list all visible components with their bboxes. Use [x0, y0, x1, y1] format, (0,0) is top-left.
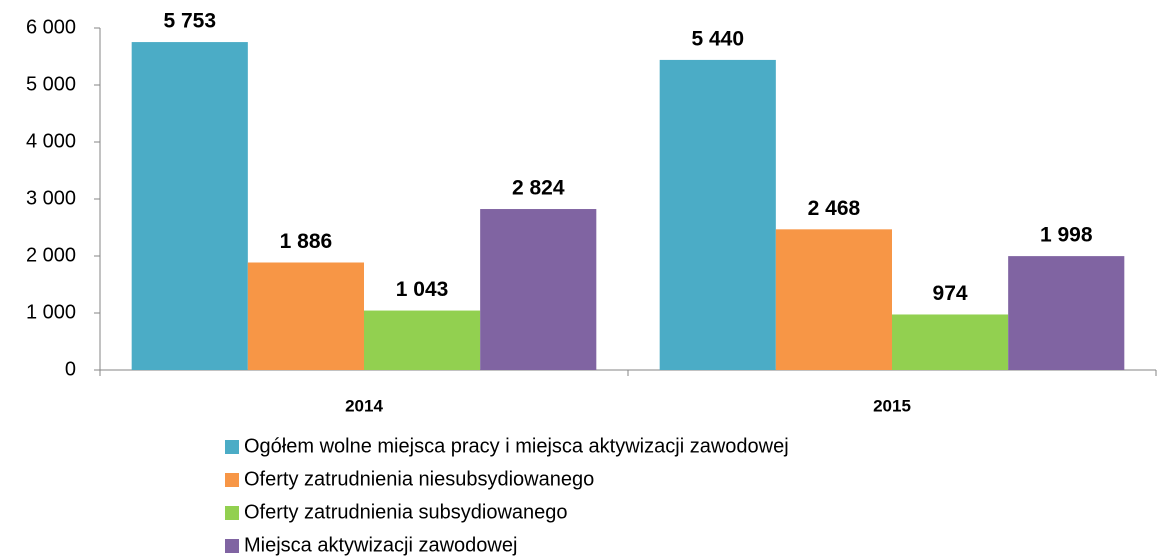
bar: [364, 310, 481, 370]
y-tick-label: 1 000: [26, 301, 76, 323]
legend-swatch: [225, 506, 239, 520]
value-label: 974: [933, 282, 968, 305]
y-tick-label: 5 000: [26, 73, 76, 95]
value-label: 5 440: [691, 27, 744, 50]
value-label: 1 998: [1040, 224, 1093, 247]
value-label: 5 753: [163, 10, 216, 33]
legend-swatch: [225, 539, 239, 553]
legend-swatch: [225, 440, 239, 454]
y-tick-label: 4 000: [26, 130, 76, 152]
value-label: 2 824: [512, 177, 565, 200]
y-tick-label: 6 000: [26, 16, 76, 38]
legend-label: Oferty zatrudnienia subsydiowanego: [244, 501, 568, 523]
legend-swatch: [225, 473, 239, 487]
y-tick-label: 0: [65, 358, 76, 380]
value-label: 1 886: [280, 230, 333, 253]
bar: [1008, 256, 1125, 370]
y-tick-label: 2 000: [26, 244, 76, 266]
bar: [659, 59, 776, 371]
bar: [480, 209, 597, 370]
y-tick-label: 3 000: [26, 187, 76, 209]
bar: [775, 229, 892, 370]
bar: [131, 42, 248, 370]
legend-label: Miejsca aktywizacji zawodowej: [244, 534, 517, 556]
legend-label: Ogółem wolne miejsca pracy i miejsca akt…: [244, 435, 789, 457]
bar: [892, 314, 1009, 370]
legend-label: Oferty zatrudnienia niesubsydiowanego: [244, 468, 594, 490]
value-label: 2 468: [808, 197, 861, 220]
bar: [247, 262, 364, 370]
value-label: 1 043: [396, 278, 449, 301]
x-tick-label: 2014: [345, 396, 383, 415]
x-tick-label: 2015: [873, 396, 911, 415]
